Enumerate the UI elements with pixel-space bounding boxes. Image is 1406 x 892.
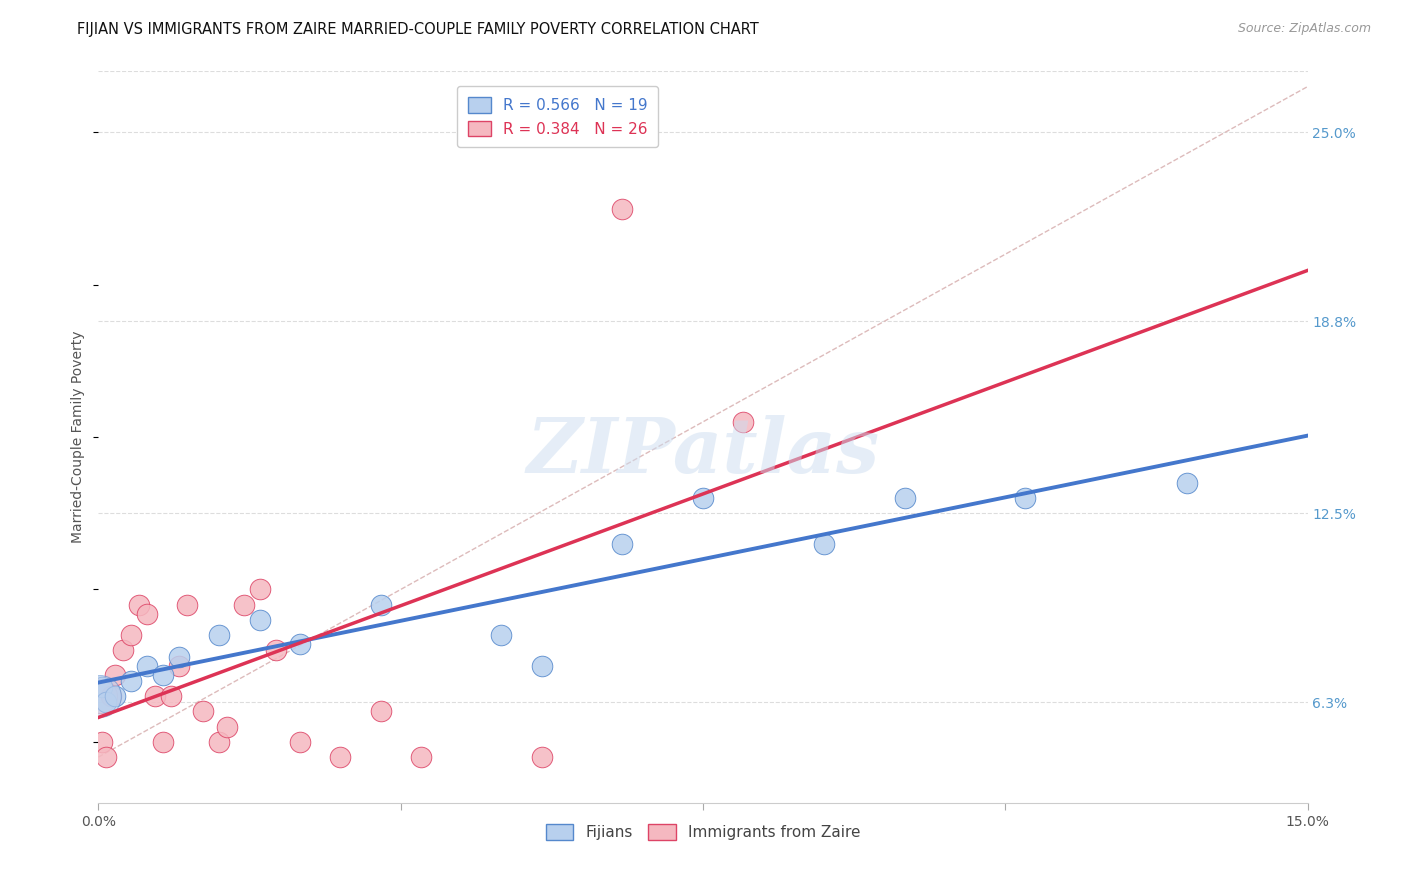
Point	[893, 491, 915, 505]
Point	[491, 628, 513, 642]
Point	[329, 750, 352, 764]
Point	[135, 658, 157, 673]
Point	[217, 720, 239, 734]
Point	[249, 582, 271, 597]
Point	[370, 598, 392, 612]
Legend: Fijians, Immigrants from Zaire: Fijians, Immigrants from Zaire	[540, 818, 866, 847]
Point	[143, 689, 166, 703]
Point	[120, 628, 142, 642]
Point	[208, 735, 231, 749]
Point	[288, 637, 311, 651]
Point	[264, 643, 287, 657]
Point	[160, 689, 183, 703]
Point	[612, 202, 634, 216]
Point	[176, 598, 198, 612]
Point	[89, 689, 111, 703]
Point	[91, 735, 114, 749]
Point	[249, 613, 271, 627]
Point	[167, 658, 190, 673]
Point	[1014, 491, 1036, 505]
Point	[530, 658, 553, 673]
Point	[135, 607, 157, 621]
Point	[409, 750, 432, 764]
Point	[208, 628, 231, 642]
Point	[100, 689, 122, 703]
Text: FIJIAN VS IMMIGRANTS FROM ZAIRE MARRIED-COUPLE FAMILY POVERTY CORRELATION CHART: FIJIAN VS IMMIGRANTS FROM ZAIRE MARRIED-…	[77, 22, 759, 37]
Point	[120, 673, 142, 688]
Point	[288, 735, 311, 749]
Point	[733, 415, 755, 429]
Point	[813, 537, 835, 551]
Point	[612, 537, 634, 551]
Text: Source: ZipAtlas.com: Source: ZipAtlas.com	[1237, 22, 1371, 36]
Point	[370, 705, 392, 719]
Point	[96, 695, 118, 709]
Point	[96, 750, 118, 764]
Point	[232, 598, 254, 612]
Point	[111, 643, 134, 657]
Point	[103, 667, 125, 681]
Point	[91, 680, 114, 694]
Y-axis label: Married-Couple Family Poverty: Married-Couple Family Poverty	[72, 331, 86, 543]
Point	[1175, 475, 1198, 490]
Point	[193, 705, 215, 719]
Point	[152, 735, 174, 749]
Point	[152, 667, 174, 681]
Point	[167, 649, 190, 664]
Text: ZIPatlas: ZIPatlas	[526, 415, 880, 489]
Point	[103, 689, 125, 703]
Point	[692, 491, 714, 505]
Point	[128, 598, 150, 612]
Point	[530, 750, 553, 764]
Point	[89, 689, 111, 703]
